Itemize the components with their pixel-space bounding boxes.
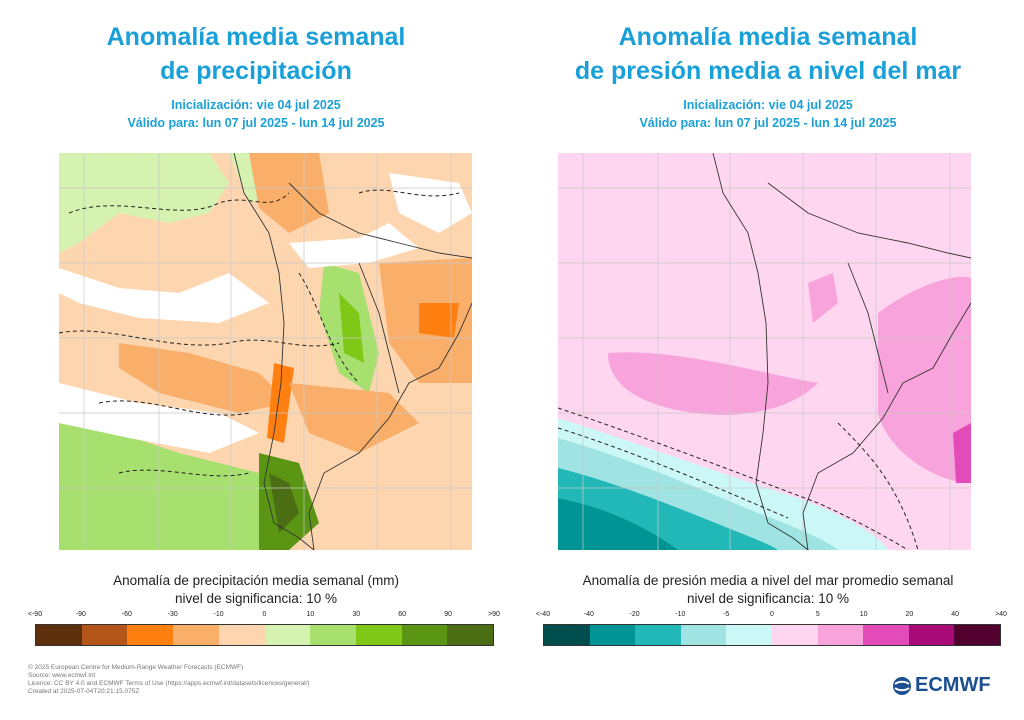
left-colorbar-tick-label: 60 bbox=[398, 611, 407, 618]
left-colorbar-tick-label: -60 bbox=[121, 611, 132, 618]
footer-licence: Licence: CC BY 4.0 and ECMWF Terms of Us… bbox=[28, 680, 310, 687]
right-colorbar-tick-label: -20 bbox=[629, 611, 640, 618]
left-colorbar-tick-label: -10 bbox=[213, 611, 224, 618]
left-colorbar-swatch bbox=[264, 625, 311, 645]
left-colorbar-swatch bbox=[173, 625, 219, 645]
right-colorbar-tick-label: >40 bbox=[995, 611, 1007, 618]
right-colorbar-swatch bbox=[680, 625, 727, 645]
pressure-map-image bbox=[558, 153, 971, 550]
ecmwf-logo-text: ECMWF bbox=[915, 674, 991, 696]
right-colorbar-tick-label: 10 bbox=[859, 611, 868, 618]
left-colorbar-swatch bbox=[447, 625, 494, 645]
precipitation-title-line1: Anomalía media semanal bbox=[106, 23, 406, 51]
copyright-footer: © 2025 European Centre for Medium-Range … bbox=[28, 664, 310, 696]
precipitation-dates: Inicialización: vie 04 jul 2025 Válido p… bbox=[0, 96, 512, 132]
right-colorbar-swatch bbox=[908, 625, 955, 645]
left-colorbar-tick-label: >90 bbox=[488, 611, 500, 618]
precipitation-panel: Anomalía media semanal de precipitación … bbox=[0, 0, 512, 660]
pressure-title-line2: de presión media a nivel del mar bbox=[574, 57, 962, 85]
precipitation-init-date: Inicialización: vie 04 jul 2025 bbox=[171, 98, 341, 112]
left-colorbar-tick-label: <-90 bbox=[27, 611, 43, 618]
precipitation-title-line2: de precipitación bbox=[160, 57, 352, 85]
right-colorbar-swatch bbox=[817, 625, 864, 645]
ecmwf-logo: ECMWF bbox=[892, 674, 991, 697]
right-colorbar-swatch bbox=[544, 625, 590, 645]
pressure-panel: Anomalía media semanal de presión media … bbox=[512, 0, 1024, 660]
pressure-dates: Inicialización: vie 04 jul 2025 Válido p… bbox=[512, 96, 1024, 132]
pressure-legend-label: Anomalía de presión media a nivel del ma… bbox=[582, 573, 954, 588]
pressure-colorbar bbox=[543, 624, 1001, 646]
pressure-valid-date: Válido para: lun 07 jul 2025 - lun 14 ju… bbox=[639, 116, 897, 130]
right-colorbar-swatch bbox=[771, 625, 818, 645]
pressure-legend-title: Anomalía de presión media a nivel del ma… bbox=[512, 572, 1024, 608]
pressure-significance: nivel de significancia: 10 % bbox=[686, 591, 850, 606]
footer-copyright: © 2025 European Centre for Medium-Range … bbox=[28, 664, 244, 671]
precipitation-map-image bbox=[59, 153, 472, 550]
right-colorbar-tick-label: -5 bbox=[723, 611, 730, 618]
precipitation-title: Anomalía media semanal de precipitación bbox=[0, 20, 512, 88]
left-colorbar-tick-label: 30 bbox=[352, 611, 361, 618]
left-colorbar-swatch bbox=[218, 625, 265, 645]
left-colorbar-tick-label: -90 bbox=[75, 611, 86, 618]
right-colorbar-swatch bbox=[954, 625, 1000, 645]
left-colorbar-swatch bbox=[310, 625, 356, 645]
left-colorbar-swatch bbox=[81, 625, 128, 645]
right-colorbar-tick-label: 20 bbox=[905, 611, 914, 618]
pressure-map bbox=[558, 153, 971, 550]
footer-source: Source: www.ecmwf.int bbox=[28, 672, 96, 679]
right-colorbar-swatch bbox=[863, 625, 909, 645]
left-colorbar-tick-label: 90 bbox=[444, 611, 452, 618]
right-colorbar-swatch bbox=[635, 625, 681, 645]
left-colorbar-tick-label: 10 bbox=[306, 611, 315, 618]
precipitation-valid-date: Válido para: lun 07 jul 2025 - lun 14 ju… bbox=[127, 116, 385, 130]
right-colorbar-tick-label: <-40 bbox=[535, 611, 551, 618]
precipitation-map bbox=[59, 153, 472, 550]
right-colorbar-tick-label: 0 bbox=[770, 611, 774, 618]
left-colorbar-swatch bbox=[355, 625, 402, 645]
left-colorbar-tick-label: 0 bbox=[262, 611, 267, 618]
right-colorbar-swatch bbox=[589, 625, 636, 645]
right-colorbar-tick-label: -40 bbox=[583, 611, 594, 618]
pressure-title-line1: Anomalía media semanal bbox=[618, 23, 918, 51]
pressure-title: Anomalía media semanal de presión media … bbox=[512, 20, 1024, 88]
left-colorbar-swatch bbox=[401, 625, 448, 645]
right-colorbar-tick-label: 40 bbox=[951, 611, 960, 618]
pressure-colorbar-ticks: <-40 -40 -20 -10 -5 0 5 10 20 40 >40 bbox=[536, 611, 1007, 623]
left-colorbar-tick-label: -30 bbox=[167, 611, 178, 618]
precipitation-legend-label: Anomalía de precipitación media semanal … bbox=[113, 573, 399, 588]
precipitation-colorbar-ticks: <-90 -90 -60 -30 -10 0 10 30 60 90 >90 bbox=[28, 611, 500, 623]
ecmwf-logo-icon bbox=[892, 676, 912, 696]
right-colorbar-tick-label: 5 bbox=[815, 611, 820, 618]
footer-created: Created at 2025-07-04T20:21:15.075Z bbox=[28, 688, 140, 695]
right-colorbar-swatch bbox=[726, 625, 772, 645]
precipitation-colorbar bbox=[35, 624, 494, 646]
pressure-init-date: Inicialización: vie 04 jul 2025 bbox=[683, 98, 853, 112]
right-colorbar-tick-label: -10 bbox=[675, 611, 686, 618]
precipitation-legend-title: Anomalía de precipitación media semanal … bbox=[0, 572, 512, 608]
left-colorbar-swatch bbox=[36, 625, 82, 645]
precipitation-significance: nivel de significancia: 10 % bbox=[174, 591, 338, 606]
left-colorbar-swatch bbox=[127, 625, 174, 645]
